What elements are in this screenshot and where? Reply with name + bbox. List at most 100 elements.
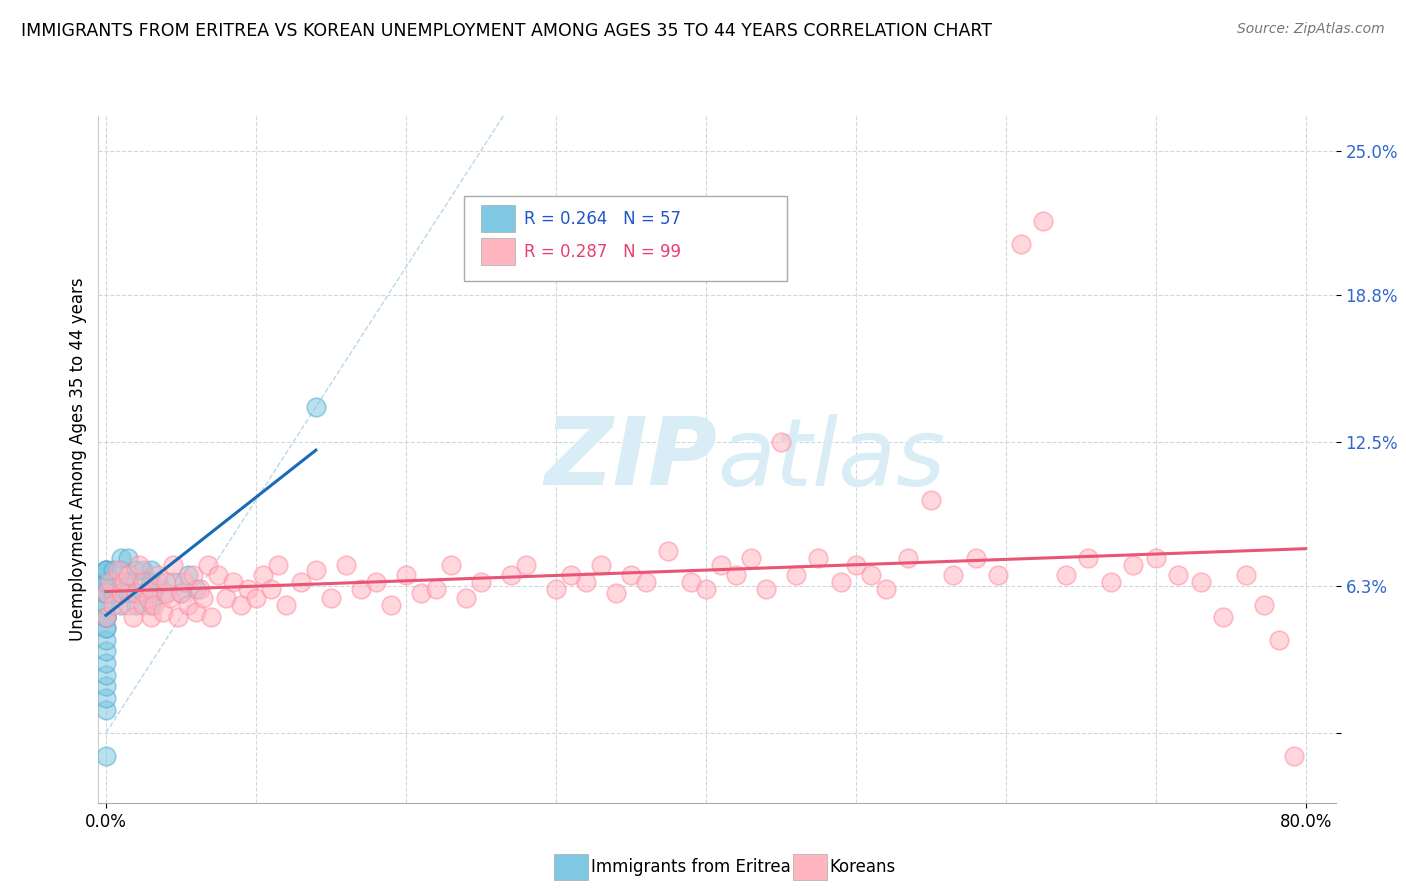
Point	[170, 586, 193, 600]
Point	[1167, 567, 1189, 582]
Point	[110, 586, 132, 600]
Point	[620, 567, 643, 582]
Point	[94, 644, 117, 658]
Text: Immigrants from Eritrea: Immigrants from Eritrea	[591, 858, 790, 876]
Point	[252, 567, 274, 582]
Point	[515, 558, 537, 573]
Point	[193, 591, 215, 605]
Point	[245, 591, 267, 605]
Point	[740, 551, 762, 566]
Text: IMMIGRANTS FROM ERITREA VS KOREAN UNEMPLOYMENT AMONG AGES 35 TO 44 YEARS CORRELA: IMMIGRANTS FROM ERITREA VS KOREAN UNEMPL…	[21, 22, 993, 40]
Point	[94, 609, 117, 624]
Point	[94, 574, 117, 589]
Point	[110, 598, 132, 612]
Point	[94, 598, 117, 612]
Point	[132, 574, 155, 589]
Point	[305, 563, 328, 577]
Point	[122, 609, 145, 624]
Point	[162, 574, 184, 589]
Point	[335, 558, 357, 573]
Point	[560, 567, 582, 582]
Point	[1144, 551, 1167, 566]
Point	[159, 591, 181, 605]
Point	[395, 567, 418, 582]
Point	[319, 591, 342, 605]
Point	[112, 574, 135, 589]
Point	[260, 582, 283, 596]
Point	[107, 563, 129, 577]
Point	[724, 567, 747, 582]
Point	[139, 563, 162, 577]
Point	[139, 598, 162, 612]
Point	[987, 567, 1010, 582]
Point	[136, 591, 159, 605]
Point	[409, 586, 432, 600]
Point	[184, 582, 207, 596]
Point	[139, 609, 162, 624]
Point	[544, 582, 567, 596]
Point	[103, 563, 125, 577]
Point	[207, 567, 229, 582]
Point	[1212, 609, 1234, 624]
Point	[94, 609, 117, 624]
Point	[103, 598, 125, 612]
Point	[148, 567, 170, 582]
Point	[897, 551, 920, 566]
Point	[110, 574, 132, 589]
Text: Source: ZipAtlas.com: Source: ZipAtlas.com	[1237, 22, 1385, 37]
Point	[117, 598, 139, 612]
Point	[162, 558, 184, 573]
Point	[454, 591, 477, 605]
Point	[755, 582, 778, 596]
Point	[197, 558, 219, 573]
Point	[94, 563, 117, 577]
Point	[94, 609, 117, 624]
Point	[184, 605, 207, 619]
Point	[274, 598, 297, 612]
Point	[1267, 632, 1289, 647]
Point	[679, 574, 702, 589]
Point	[117, 574, 139, 589]
Point	[215, 591, 238, 605]
Point	[1122, 558, 1144, 573]
Point	[1077, 551, 1099, 566]
Point	[830, 574, 852, 589]
Point	[845, 558, 868, 573]
Point	[229, 598, 252, 612]
Point	[125, 563, 148, 577]
Text: ZIP: ZIP	[544, 413, 717, 506]
Point	[807, 551, 830, 566]
Text: Koreans: Koreans	[830, 858, 896, 876]
Point	[181, 567, 204, 582]
Point	[94, 563, 117, 577]
Point	[132, 563, 155, 577]
Point	[155, 586, 177, 600]
Point	[100, 574, 122, 589]
Point	[155, 586, 177, 600]
Point	[110, 563, 132, 577]
Point	[238, 582, 260, 596]
Text: atlas: atlas	[717, 414, 945, 505]
Point	[155, 574, 177, 589]
Point	[142, 598, 165, 612]
Point	[94, 586, 117, 600]
Point	[94, 621, 117, 635]
Point	[94, 586, 117, 600]
Point	[110, 586, 132, 600]
Point	[125, 574, 148, 589]
Point	[177, 567, 200, 582]
Point	[1282, 749, 1305, 764]
Point	[94, 691, 117, 706]
Point	[94, 703, 117, 717]
Point	[94, 621, 117, 635]
Point	[305, 400, 328, 414]
Point	[1032, 213, 1054, 227]
Point	[128, 558, 150, 573]
Point	[1253, 598, 1275, 612]
Point	[170, 586, 193, 600]
Point	[425, 582, 447, 596]
Point	[94, 574, 117, 589]
Point	[117, 551, 139, 566]
Point	[942, 567, 965, 582]
Point	[132, 598, 155, 612]
